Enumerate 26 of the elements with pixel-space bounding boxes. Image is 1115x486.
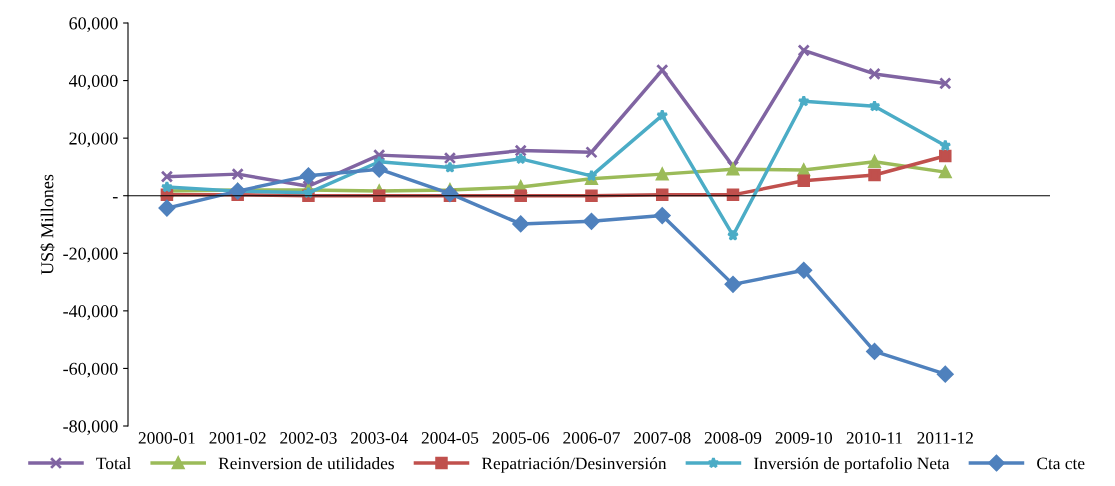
x-tick-label: 2003-04 (351, 432, 408, 444)
y-tick-label: -80,000 (63, 420, 118, 436)
x-tick-label: 2007-08 (634, 432, 691, 444)
x-tick-label: 2000-01 (138, 432, 195, 444)
legend-label: Cta cte (1037, 457, 1085, 470)
legend-label: Total (96, 457, 131, 470)
x-tick-label: 2008-09 (704, 432, 762, 444)
x-tick-label: 2010-11 (846, 432, 903, 444)
legend-label: Reinversion de utilidades (218, 457, 394, 470)
x-tick-label: 2005-06 (492, 432, 550, 444)
x-tick-label: 2004-05 (421, 432, 479, 444)
x-tick-label: 2002-03 (280, 432, 337, 444)
legend-label: Repatriación/Desinversión (481, 457, 667, 473)
y-tick-label: -20,000 (63, 247, 118, 263)
y-tick-label: -60,000 (63, 362, 118, 378)
x-tick-label: 2006-07 (563, 432, 620, 444)
legend-label: Inversión de portafolio Neta (753, 456, 950, 473)
y-tick-label: 20,000 (69, 132, 118, 148)
y-tick-label: - (112, 197, 118, 199)
y-tick-label: -40,000 (63, 305, 118, 320)
x-tick-label: 2001-02 (209, 432, 266, 444)
x-tick-label: 2009-10 (775, 432, 833, 444)
y-tick-label: 60,000 (69, 17, 118, 33)
x-tick-label: 2011-12 (917, 432, 973, 444)
y-tick-label: 40,000 (68, 74, 118, 90)
y-axis-title: US$ Millones (40, 174, 55, 275)
